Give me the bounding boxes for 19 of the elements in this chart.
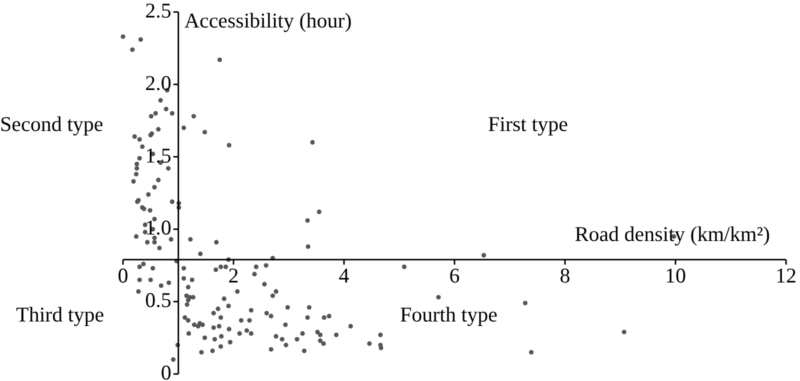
y-tick-label: 1.5	[145, 143, 172, 168]
annotation: First type	[488, 112, 568, 136]
x-tick-label: 10	[665, 264, 686, 288]
y-tick-label: 2.5	[145, 0, 172, 23]
x-tick-label: 0	[118, 264, 128, 288]
x-tick-label: 12	[776, 264, 796, 288]
x-tick-label: 2	[228, 264, 239, 288]
x-tick-label: 4	[338, 264, 350, 288]
y-tick-label: 0	[160, 360, 172, 381]
y-tick-label: 0.5	[145, 288, 172, 312]
y-tick-label: 1.0	[145, 216, 172, 240]
x-tick-label: 8	[560, 264, 570, 288]
y-tick-label: 2.0	[145, 70, 172, 95]
x-axis-title: Road density (km/km²)	[574, 222, 770, 246]
text: Second type	[0, 112, 104, 136]
y-axis-title: Accessibility (hour)	[184, 8, 352, 33]
annotation: Fourth type	[400, 302, 498, 327]
text: Third type	[16, 302, 104, 327]
x-tick-label: 6	[449, 264, 460, 288]
